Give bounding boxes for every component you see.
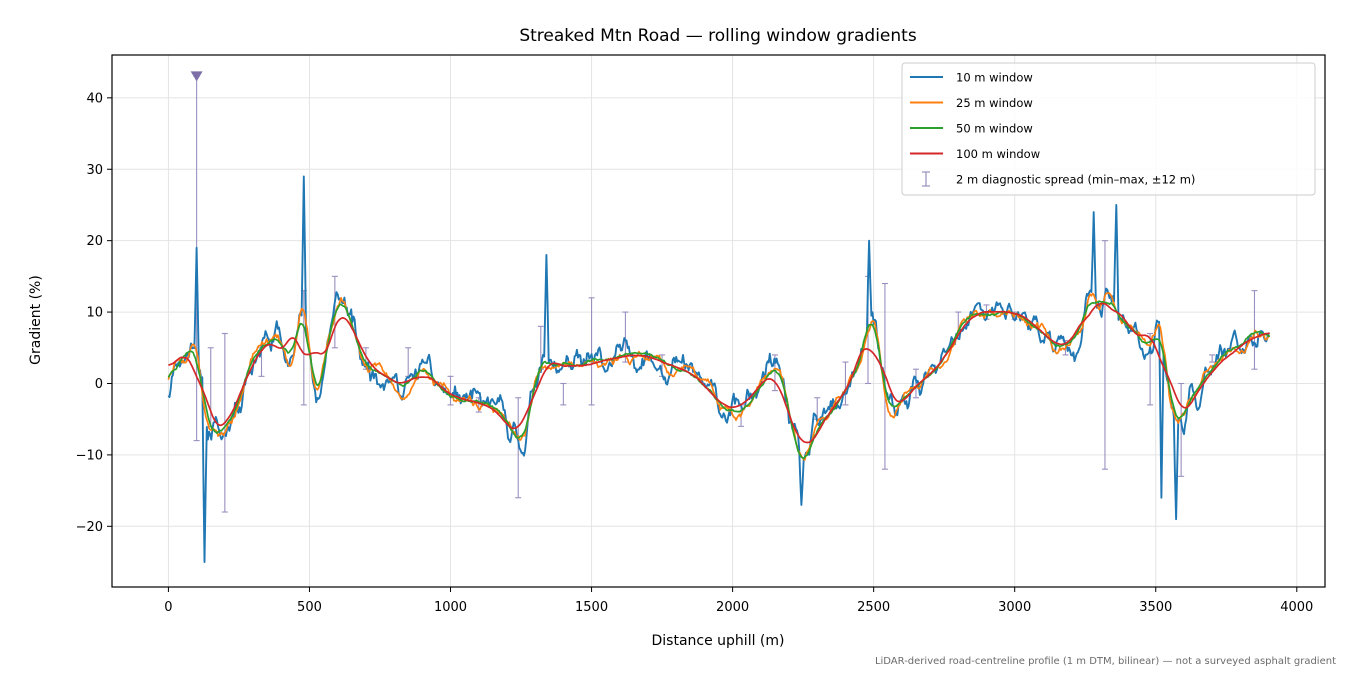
spread-errorbar bbox=[515, 397, 522, 499]
y-axis-ticks: −20 −10 0 10 20 30 40 bbox=[76, 91, 112, 535]
x-tick-label: 1000 bbox=[434, 600, 467, 615]
y-tick-label: −20 bbox=[76, 520, 103, 535]
series-line-1 bbox=[167, 175, 1270, 563]
x-tick-label: 500 bbox=[297, 600, 322, 615]
x-tick-label: 2000 bbox=[716, 600, 749, 615]
y-tick-label: 0 bbox=[95, 377, 103, 392]
spread-errorbar bbox=[912, 368, 919, 399]
spread-errorbar bbox=[560, 382, 567, 406]
legend-entry: 25 m window bbox=[910, 96, 1033, 110]
y-tick-label: 40 bbox=[86, 91, 103, 106]
chart-title: Streaked Mtn Road — rolling window gradi… bbox=[519, 26, 916, 46]
legend-entry: 50 m window bbox=[910, 122, 1033, 136]
spread-errorbar bbox=[1101, 240, 1108, 470]
spread-errorbar bbox=[842, 361, 849, 406]
legend-label: 50 m window bbox=[956, 122, 1033, 136]
x-tick-label: 3500 bbox=[1139, 600, 1172, 615]
spread-errorbar bbox=[588, 297, 595, 406]
legend-entry: 2 m diagnostic spread (min–max, ±12 m) bbox=[922, 171, 1195, 187]
clipped-spread-marker bbox=[190, 71, 203, 82]
spread-errorbar bbox=[1178, 382, 1185, 477]
spread-errorbar bbox=[331, 275, 338, 349]
footnote: LiDAR-derived road-centreline profile (1… bbox=[875, 656, 1336, 667]
legend-label: 10 m window bbox=[956, 71, 1033, 85]
x-tick-label: 3000 bbox=[998, 600, 1031, 615]
legend-box bbox=[901, 62, 1316, 196]
x-axis-label: Distance uphill (m) bbox=[652, 633, 785, 649]
y-tick-label: 20 bbox=[86, 234, 103, 249]
plot-area bbox=[167, 75, 1271, 563]
y-tick-label: −10 bbox=[76, 448, 103, 463]
y-tick-label: 30 bbox=[86, 163, 103, 178]
x-tick-label: 4000 bbox=[1280, 600, 1313, 615]
plot-frame bbox=[111, 54, 1326, 588]
legend-entry: 100 m window bbox=[910, 147, 1040, 161]
x-axis-ticks: 0 500 1000 1500 2000 2500 3000 3500 4000 bbox=[164, 587, 1313, 615]
x-tick-label: 2500 bbox=[857, 600, 890, 615]
y-axis-label: Gradient (%) bbox=[28, 275, 44, 365]
legend-label: 100 m window bbox=[956, 147, 1040, 161]
x-tick-label: 1500 bbox=[575, 600, 608, 615]
spread-errorbar bbox=[447, 375, 454, 406]
spread-errorbar bbox=[1209, 354, 1216, 363]
x-tick-label: 0 bbox=[164, 600, 172, 615]
legend-label: 25 m window bbox=[956, 96, 1033, 110]
legend-label: 2 m diagnostic spread (min–max, ±12 m) bbox=[956, 173, 1195, 187]
series-line-4 bbox=[168, 302, 1270, 444]
y-tick-label: 10 bbox=[86, 306, 103, 321]
spread-errorbar bbox=[405, 347, 412, 377]
legend-entry: 10 m window bbox=[910, 71, 1033, 85]
legend: 10 m window 25 m window 50 m window 100 m w… bbox=[901, 62, 1316, 196]
